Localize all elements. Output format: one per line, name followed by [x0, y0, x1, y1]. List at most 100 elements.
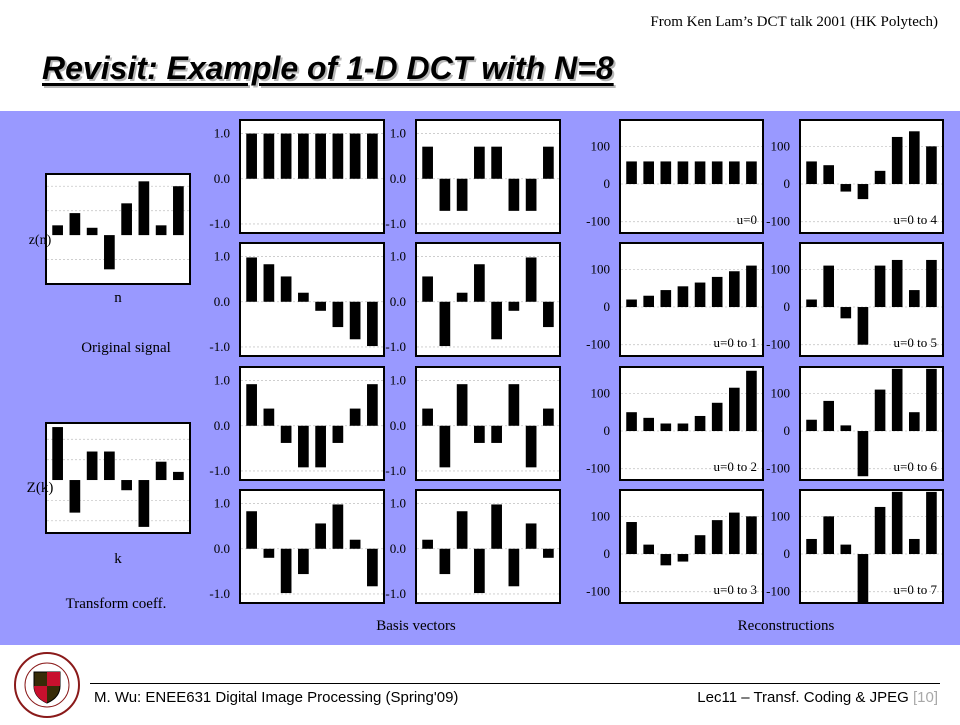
coeff-bar	[173, 471, 184, 481]
basis-tick-label: 1.0	[214, 373, 230, 388]
basis-bar	[349, 408, 361, 426]
signal-bar	[69, 213, 81, 236]
basis-bar	[439, 548, 451, 575]
recon-bar	[729, 512, 740, 555]
basis-tick-label: 0.0	[390, 541, 406, 556]
recon-bar	[926, 259, 937, 308]
basis-tick-label: 1.0	[214, 496, 230, 511]
basis-tick-label: -1.0	[209, 339, 230, 354]
basis-bar	[367, 301, 378, 347]
signal-plot-area	[45, 173, 191, 285]
recon-label: u=0 to 4	[894, 212, 938, 227]
basis-bar	[491, 301, 502, 340]
recon-tick-label: 0	[784, 546, 791, 561]
recon-label: u=0 to 1	[714, 335, 757, 350]
basis-bar	[456, 178, 468, 211]
recon-bar	[909, 412, 920, 432]
recon-bar	[857, 307, 869, 345]
recon-label: u=0 to 7	[894, 582, 938, 597]
basis-bar	[508, 384, 520, 426]
recon-bar	[643, 417, 654, 432]
basis-bar	[315, 523, 326, 549]
recon-bar	[891, 368, 903, 432]
basis-tick-label: -1.0	[209, 216, 230, 231]
basis-tick-label: 0.0	[214, 171, 230, 186]
recon-bar	[660, 161, 672, 185]
recon-bar	[746, 265, 757, 308]
basis-caption: Basis vectors	[376, 618, 456, 634]
recon-bar	[711, 161, 723, 185]
basis-bar	[332, 504, 344, 549]
coeff-axis-label: Z(k)	[27, 480, 54, 496]
basis-bar	[456, 384, 468, 426]
coeff-bar	[104, 451, 115, 481]
recon-bar	[857, 554, 869, 603]
recon-bar	[874, 170, 886, 185]
basis-tick-label: -1.0	[385, 216, 406, 231]
basis-bar	[246, 384, 257, 426]
recon-label: u=0 to 2	[714, 459, 757, 474]
recon-bar	[840, 184, 852, 192]
recon-bar	[823, 265, 834, 308]
coeff-bar	[155, 461, 167, 481]
recon-tick-label: -100	[586, 337, 610, 352]
basis-bar	[439, 301, 451, 347]
recon-bar	[626, 412, 637, 432]
basis-bar	[456, 292, 468, 302]
signal-bar	[104, 235, 115, 270]
basis-bar	[280, 548, 292, 594]
basis-tick-label: 1.0	[390, 496, 406, 511]
basis-bar	[422, 146, 433, 179]
basis-tick-label: 0.0	[390, 171, 406, 186]
recon-bar	[711, 276, 723, 308]
recon-bar	[926, 491, 937, 555]
basis-bar	[474, 264, 485, 302]
basis-tick-label: 1.0	[214, 126, 230, 141]
recon-tick-label: 0	[604, 299, 611, 314]
basis-bar	[474, 146, 485, 179]
recon-bar	[840, 544, 852, 555]
basis-tick-label: -1.0	[385, 463, 406, 478]
recon-tick-label: 100	[591, 138, 611, 153]
recon-bar	[694, 161, 706, 185]
basis-bar	[332, 425, 344, 443]
basis-plot-area	[239, 366, 385, 481]
basis-bar	[315, 133, 326, 179]
recon-bar	[806, 299, 817, 308]
basis-bar	[543, 146, 554, 179]
recon-bar	[874, 506, 886, 555]
footer-course: M. Wu: ENEE631 Digital Image Processing …	[94, 689, 459, 706]
recon-bar	[729, 161, 740, 185]
basis-tick-label: -1.0	[385, 339, 406, 354]
recon-bar	[643, 544, 654, 555]
basis-bar	[298, 292, 309, 302]
recon-tick-label: 100	[591, 261, 611, 276]
basis-plot-area	[239, 489, 385, 604]
signal-x-label: n	[114, 290, 122, 306]
page-number: [10]	[912, 689, 938, 706]
recon-bar	[806, 161, 817, 185]
basis-bar	[263, 548, 275, 558]
recon-bar	[694, 535, 706, 555]
recon-tick-label: -100	[586, 461, 610, 476]
signal-bar	[138, 181, 150, 236]
basis-bar	[508, 178, 520, 211]
basis-bar	[349, 133, 361, 179]
recon-bar	[626, 161, 637, 185]
recon-bar	[746, 516, 757, 555]
recon-tick-label: 0	[784, 176, 791, 191]
recon-bar	[909, 538, 920, 555]
recon-bar	[660, 290, 672, 308]
basis-bar	[508, 548, 520, 587]
recon-bar	[874, 389, 886, 432]
recon-bar	[857, 431, 869, 477]
recon-tick-label: -100	[586, 584, 610, 599]
signal-bar	[173, 186, 184, 236]
recon-bar	[677, 554, 689, 562]
recon-tick-label: -100	[586, 214, 610, 229]
recon-label: u=0 to 6	[894, 459, 938, 474]
basis-bar	[349, 539, 361, 549]
basis-bar	[263, 408, 275, 426]
recon-bar	[909, 290, 920, 308]
recon-bar	[643, 295, 654, 308]
